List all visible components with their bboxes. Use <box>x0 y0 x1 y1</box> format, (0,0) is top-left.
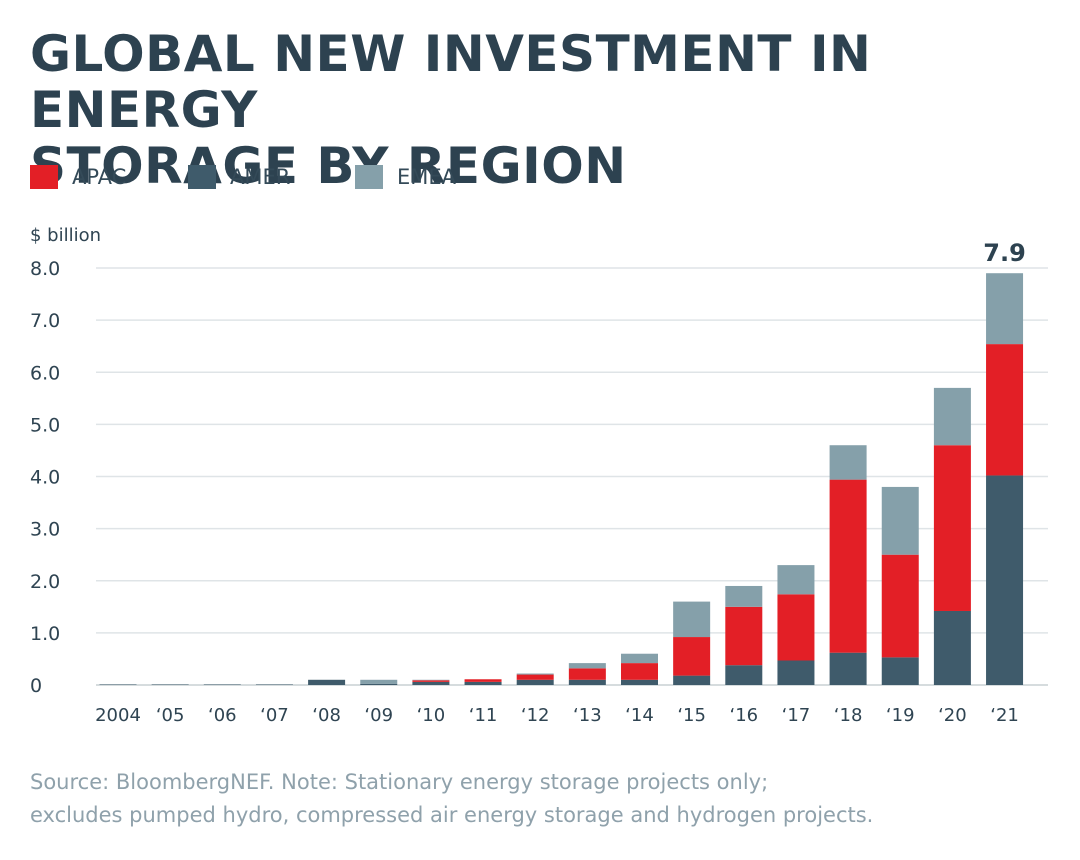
bar-emea <box>933 387 971 446</box>
y-tick-label: 4.0 <box>30 467 60 489</box>
bar-emea <box>881 486 919 555</box>
chart-title: GLOBAL NEW INVESTMENT IN ENERGY STORAGE … <box>30 26 1030 194</box>
x-tick-label: ‘14 <box>625 705 654 726</box>
bar-apac <box>621 663 658 680</box>
bar-apac <box>777 594 815 661</box>
legend-swatch-amer <box>188 165 216 189</box>
x-tick-label: 2004 <box>95 705 141 726</box>
x-tick-label: ‘13 <box>573 705 602 726</box>
legend-label-emea: EMEA <box>397 165 457 189</box>
bar-emea <box>621 653 658 664</box>
y-tick-labels: 0 1.0 2.0 3.0 4.0 5.0 6.0 7.0 8.0 <box>30 258 60 697</box>
bar-apac <box>464 679 502 682</box>
y-tick-label: 0 <box>30 675 42 697</box>
x-tick-label: ‘18 <box>834 705 863 726</box>
bar-apac <box>986 344 1024 476</box>
bar-amer <box>986 475 1024 685</box>
bar-amer <box>829 652 867 685</box>
x-tick-label: ‘08 <box>312 705 341 726</box>
y-tick-label: 2.0 <box>30 571 60 593</box>
source-note: Source: BloombergNEF. Note: Stationary e… <box>30 766 1030 832</box>
bar-amer <box>360 683 398 685</box>
y-tick-label: 1.0 <box>30 623 60 645</box>
bar-amer <box>673 675 711 685</box>
bar-amer <box>725 665 763 685</box>
bar-emea <box>829 445 867 480</box>
bar-amer <box>255 684 293 685</box>
x-tick-label: ‘07 <box>260 705 289 726</box>
bar-apac <box>725 606 763 666</box>
x-tick-label: ‘20 <box>938 705 967 726</box>
x-tick-label: ‘05 <box>156 705 185 726</box>
bar-amer <box>412 681 450 685</box>
bar-apac <box>568 668 606 680</box>
bar-emea <box>360 679 398 684</box>
y-tick-label: 3.0 <box>30 519 60 541</box>
bar-apac <box>829 479 867 653</box>
bar-emea <box>568 663 606 669</box>
bar-amer <box>881 657 919 685</box>
bar-amer <box>203 684 241 685</box>
y-tick-label: 5.0 <box>30 414 60 436</box>
bar-emea <box>986 273 1024 345</box>
y-tick-label: 8.0 <box>30 258 60 280</box>
legend-swatch-emea <box>355 165 383 189</box>
bar-emea <box>412 679 450 681</box>
x-tick-label: ‘15 <box>677 705 706 726</box>
bar-amer <box>151 684 189 685</box>
bar-apac <box>933 445 971 611</box>
bar-emea <box>673 601 711 638</box>
x-tick-label: ‘16 <box>729 705 758 726</box>
bar-amer <box>933 610 971 685</box>
bar-amer <box>308 679 346 685</box>
chart-title-line-2: STORAGE BY REGION <box>30 137 627 195</box>
bar-emea <box>725 585 763 607</box>
x-tick-label: ‘21 <box>990 705 1019 726</box>
bar-apac <box>881 554 919 658</box>
annotations: 7.9 <box>983 239 1026 267</box>
x-tick-label: ‘17 <box>782 705 811 726</box>
x-tick-label: ‘11 <box>469 705 498 726</box>
bar-amer <box>464 681 502 685</box>
bar-emea <box>777 565 815 595</box>
total-label: 7.9 <box>983 239 1026 267</box>
stacked-bar-chart: $ billion 0 1.0 2.0 3.0 4.0 5.0 6.0 7.0 8.0 2004… <box>30 225 1048 726</box>
bar-emea <box>516 673 554 675</box>
source-note-line-2: excludes pumped hydro, compressed air en… <box>30 803 874 827</box>
bar-amer <box>621 679 658 685</box>
bar-apac <box>673 637 711 676</box>
bar-amer <box>516 679 554 685</box>
legend-label-apac: APAC <box>72 165 127 189</box>
source-note-line-1: Source: BloombergNEF. Note: Stationary e… <box>30 770 769 794</box>
bar-amer <box>777 660 815 685</box>
y-tick-label: 6.0 <box>30 362 60 384</box>
x-tick-label: ‘10 <box>417 705 446 726</box>
x-tick-label: ‘06 <box>208 705 237 726</box>
bar-apac <box>516 674 554 680</box>
chart-title-line-1: GLOBAL NEW INVESTMENT IN ENERGY <box>30 25 872 139</box>
bar-apac <box>412 680 450 682</box>
y-axis-label: $ billion <box>30 225 101 246</box>
y-tick-label: 7.0 <box>30 310 60 332</box>
legend-swatch-apac <box>30 165 58 189</box>
legend-label-amer: AMER <box>230 165 291 189</box>
bars <box>99 273 1024 685</box>
bar-amer <box>568 679 606 685</box>
bar-amer <box>99 684 137 685</box>
x-tick-label: ‘19 <box>886 705 915 726</box>
x-tick-labels: 2004 ‘05 ‘06 ‘07 ‘08 ‘09 ‘10 ‘11 ‘12 ‘13 ‘14 ‘15 ‘16… <box>95 705 1019 726</box>
x-tick-label: ‘12 <box>521 705 550 726</box>
x-tick-label: ‘09 <box>364 705 393 726</box>
